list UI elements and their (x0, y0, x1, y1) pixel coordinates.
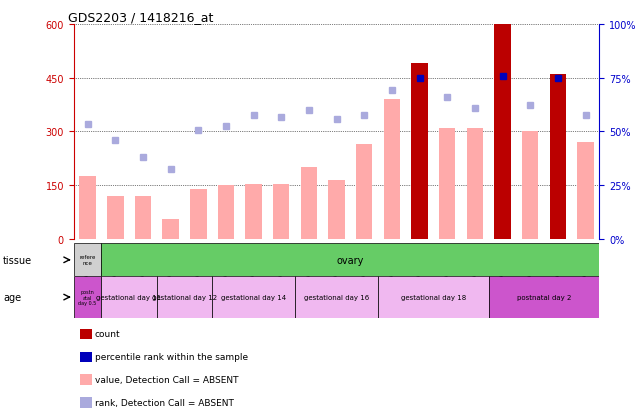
Bar (79, 177, 96, 240)
Text: gestational day 11: gestational day 11 (96, 294, 162, 300)
Text: gestational day 12: gestational day 12 (152, 294, 217, 300)
Text: value, Detection Call = ABSENT: value, Detection Call = ABSENT (95, 375, 238, 384)
Bar (412, 64, 428, 240)
Text: postn
atal
day 0.5: postn atal day 0.5 (78, 289, 97, 306)
Bar (467, 128, 483, 240)
Text: refere
nce: refere nce (79, 255, 96, 266)
Bar (190, 190, 206, 240)
Bar (522, 132, 538, 240)
Bar (577, 143, 594, 240)
Bar (217, 186, 234, 240)
Bar (494, 25, 511, 240)
Bar (383, 100, 400, 240)
Bar (162, 220, 179, 240)
Text: rank, Detection Call = ABSENT: rank, Detection Call = ABSENT (95, 398, 234, 407)
Text: count: count (95, 330, 121, 339)
Text: age: age (3, 292, 21, 302)
Bar (246, 184, 262, 240)
Text: tissue: tissue (3, 255, 32, 265)
Bar (328, 180, 345, 240)
Bar (74, 244, 101, 277)
Bar (156, 277, 212, 318)
Bar (273, 184, 290, 240)
Text: gestational day 18: gestational day 18 (401, 294, 466, 300)
Bar (488, 277, 599, 318)
Text: gestational day 16: gestational day 16 (304, 294, 369, 300)
Bar (107, 197, 124, 240)
Text: postnatal day 2: postnatal day 2 (517, 294, 571, 300)
Bar (301, 168, 317, 240)
Bar (135, 197, 151, 240)
Text: ovary: ovary (337, 255, 364, 265)
Bar (439, 128, 456, 240)
Text: percentile rank within the sample: percentile rank within the sample (95, 352, 248, 361)
Bar (378, 277, 488, 318)
Bar (356, 145, 372, 240)
Text: GDS2203 / 1418216_at: GDS2203 / 1418216_at (69, 11, 214, 24)
Bar (212, 277, 295, 318)
Bar (101, 277, 156, 318)
Bar (295, 277, 378, 318)
Bar (549, 75, 566, 240)
Text: gestational day 14: gestational day 14 (221, 294, 286, 300)
Bar (74, 277, 101, 318)
